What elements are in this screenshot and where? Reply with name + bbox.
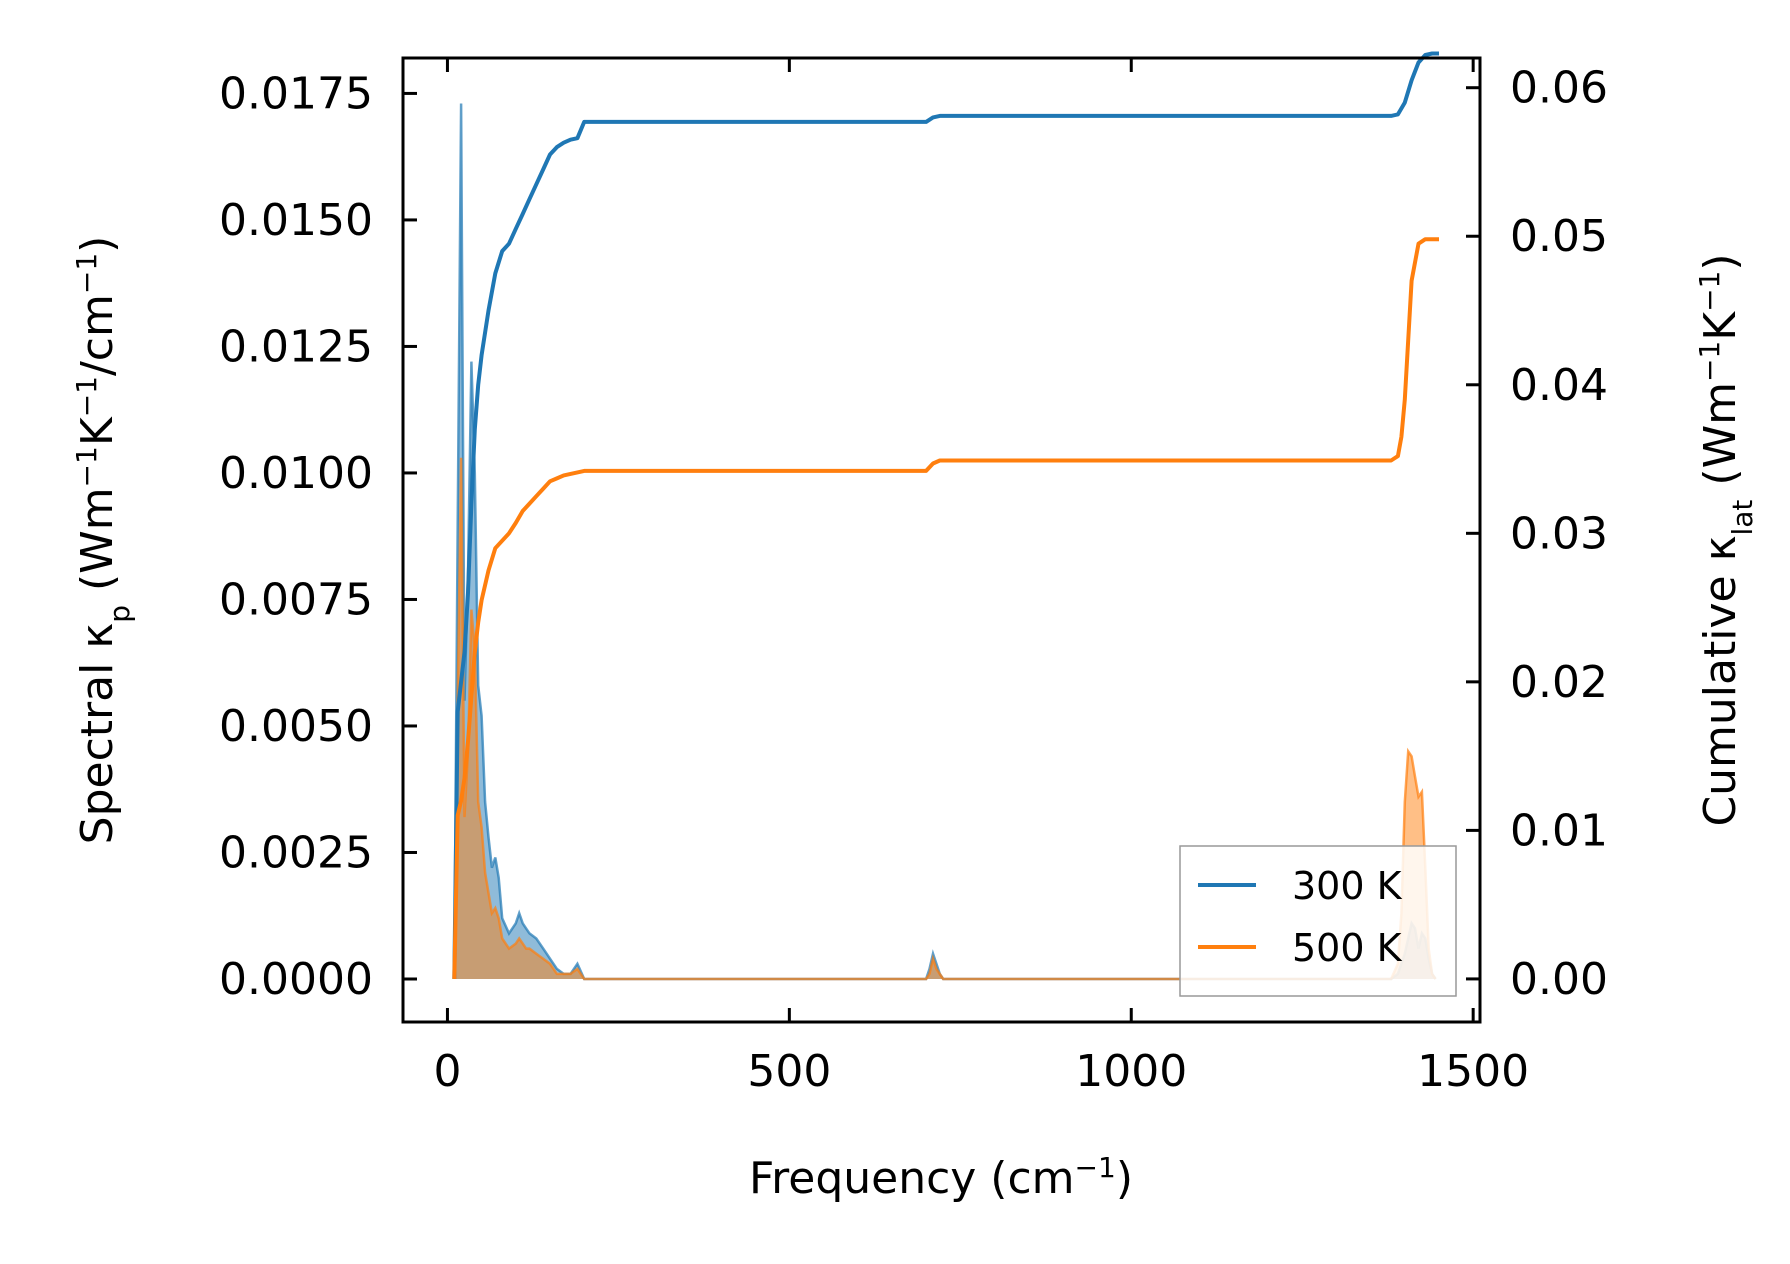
y-right-tick-label: 0.01 xyxy=(1510,805,1608,856)
cumulative-line-500k xyxy=(452,237,1439,979)
y-right-tick-label: 0.03 xyxy=(1510,508,1608,559)
tick-layer: 0 500 1000 1500 0.0000 0.0025 0.0050 0.0075 0.01… xyxy=(219,58,1608,1097)
cumulative-line-300k xyxy=(452,51,1439,979)
x-axis-label: Frequency (cm−1) xyxy=(749,1151,1133,1205)
y-left-tick-label: 0.0050 xyxy=(219,701,373,752)
y-left-tick-label: 0.0075 xyxy=(219,574,373,625)
x-tick-label: 1500 xyxy=(1417,1046,1529,1097)
x-tick-label: 1000 xyxy=(1075,1046,1187,1097)
data-line-layer xyxy=(452,51,1439,979)
y-left-tick-label: 0.0150 xyxy=(219,195,373,246)
legend-label-300k: 300 K xyxy=(1292,864,1403,908)
y-right-tick-label: 0.05 xyxy=(1510,211,1608,262)
y-axis-right-label: Cumulative κlat (Wm−1K−1) xyxy=(1693,253,1759,826)
x-tick-label: 500 xyxy=(747,1046,831,1097)
y-left-tick-label: 0.0100 xyxy=(219,448,373,499)
y-right-tick-label: 0.00 xyxy=(1510,954,1608,1005)
y-axis-left-label: Spectral κp (Wm−1K−1/cm−1) xyxy=(70,236,136,845)
y-right-tick-label: 0.04 xyxy=(1510,360,1608,411)
legend-label-500k: 500 K xyxy=(1292,926,1403,970)
plot-frame xyxy=(401,56,1482,1024)
legend: 300 K 500 K xyxy=(1179,845,1457,997)
legend-box xyxy=(1179,845,1457,997)
spectral-line-500k xyxy=(453,457,1437,981)
x-tick-label: 0 xyxy=(433,1046,461,1097)
y-right-tick-label: 0.02 xyxy=(1510,657,1608,708)
y-left-tick-label: 0.0025 xyxy=(219,827,373,878)
y-left-tick-label: 0.0175 xyxy=(219,68,373,119)
y-right-tick-label: 0.06 xyxy=(1510,63,1608,114)
y-left-tick-label: 0.0000 xyxy=(219,954,373,1005)
y-left-tick-label: 0.0125 xyxy=(219,321,373,372)
